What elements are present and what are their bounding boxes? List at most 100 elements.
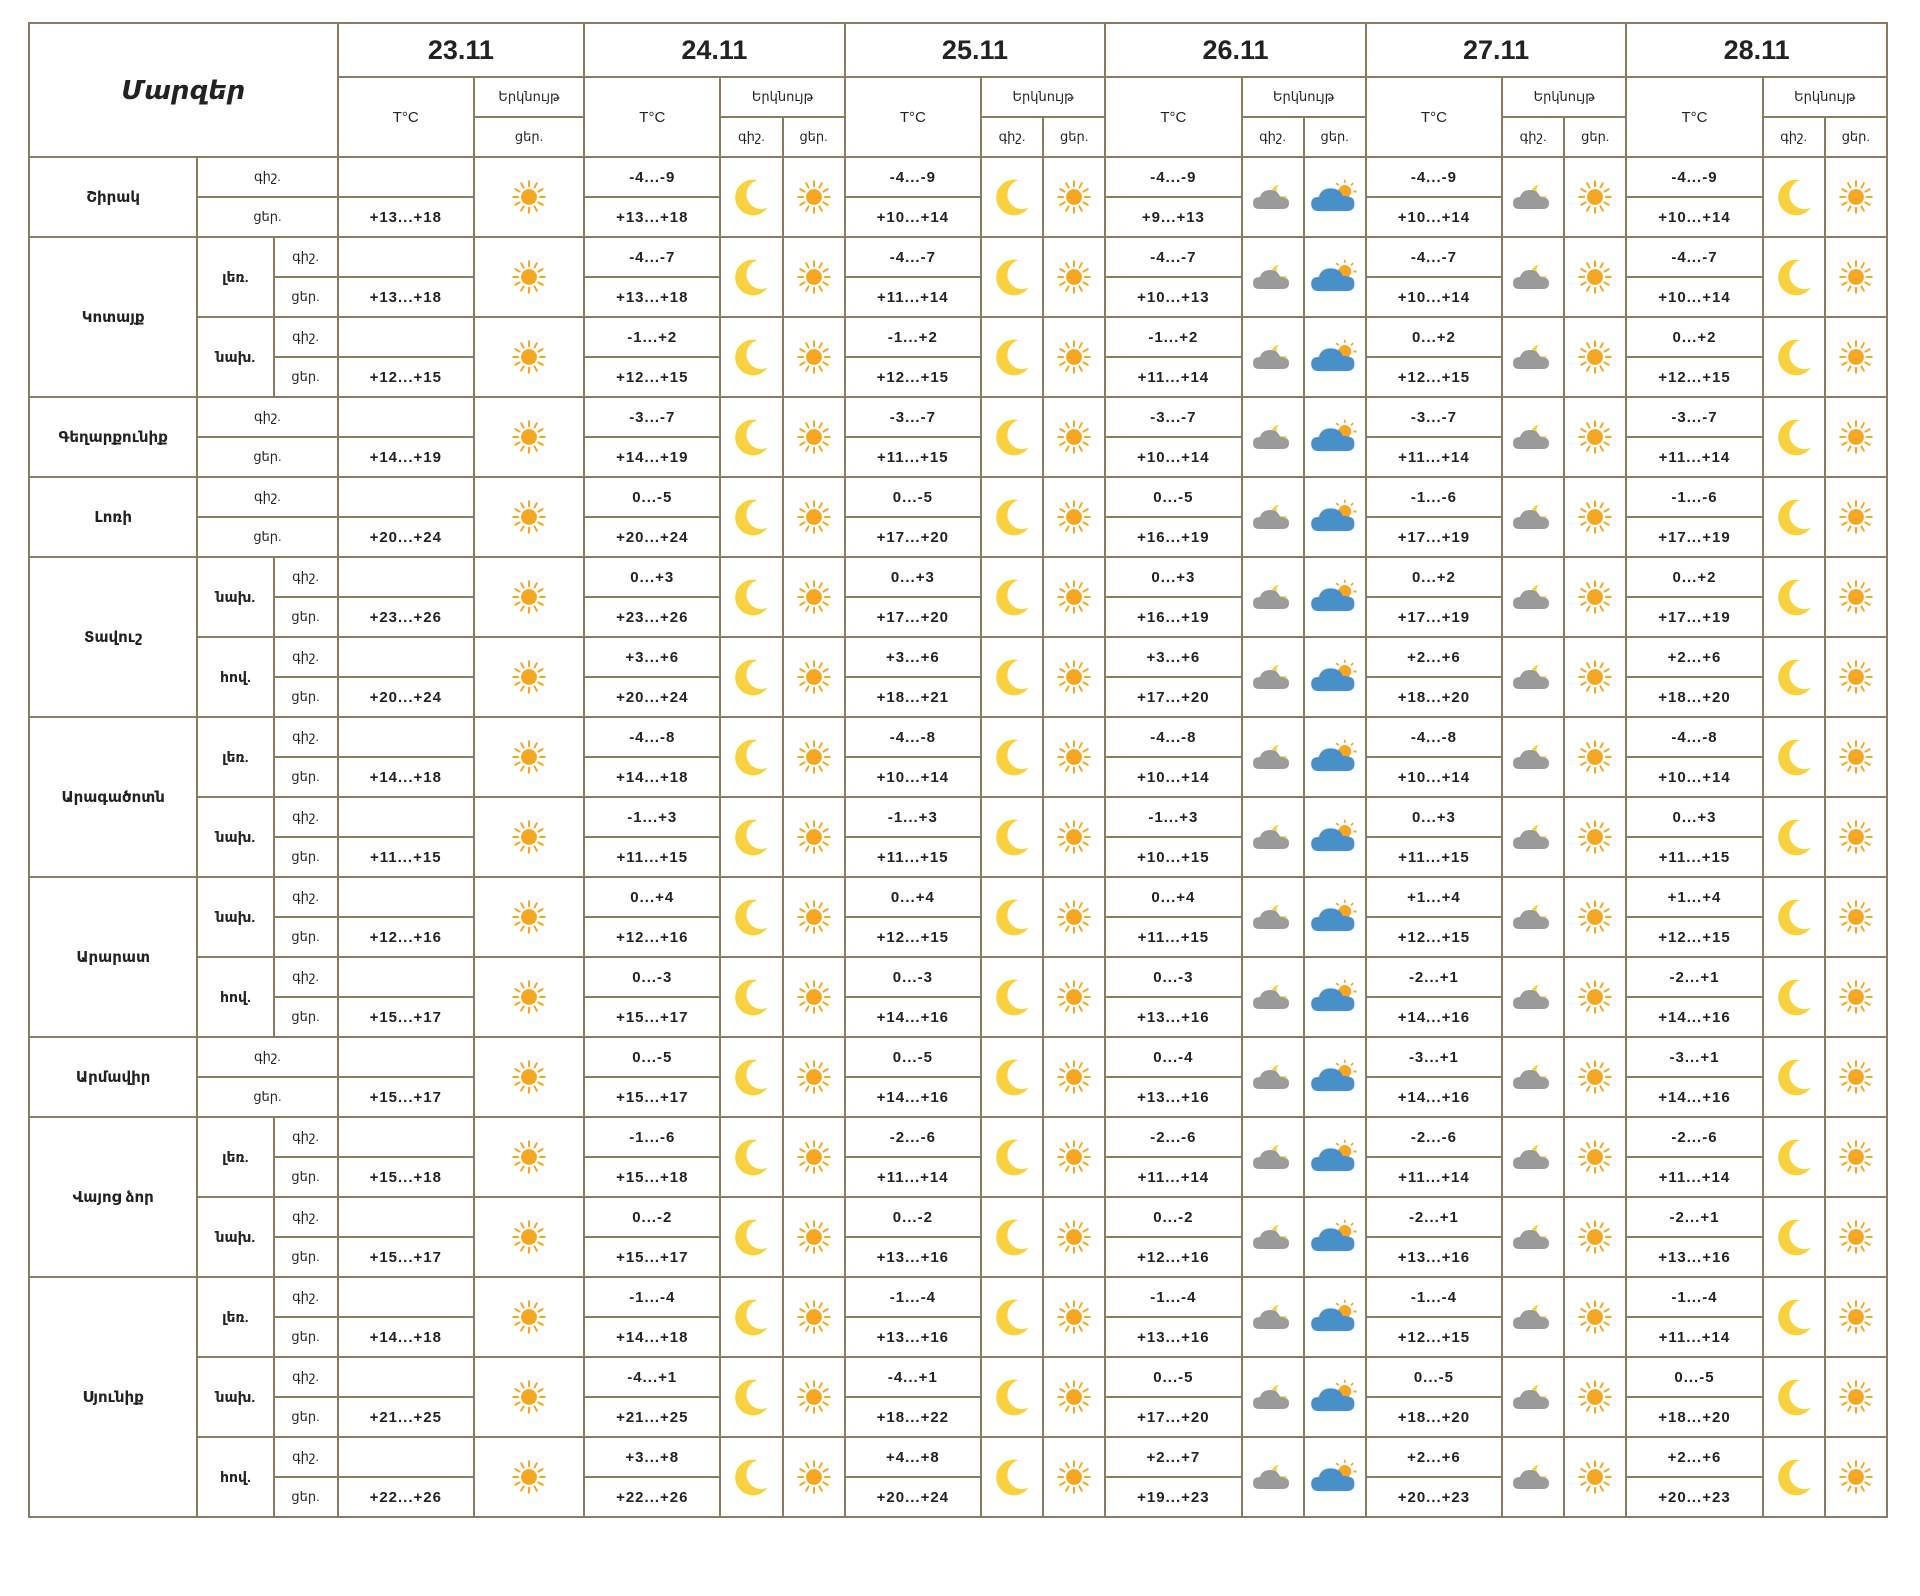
night-temperature: -1...+2 xyxy=(1104,316,1243,358)
sky-header: Երկնույթ xyxy=(1501,76,1628,118)
day-temperature: +11...+14 xyxy=(1625,1156,1764,1198)
day-weather-cell xyxy=(1042,1036,1107,1118)
night-weather-cell xyxy=(979,636,1045,718)
night-weather-cell xyxy=(979,236,1045,318)
day-header: ցեր. xyxy=(1563,116,1628,158)
table-row: ցեր. +13...+18 +13...+18 +10...+14 +9...+13 +… xyxy=(29,196,1887,238)
header-row-daynight: ցեր. գիշ. ցեր. գիշ. ցեր. գիշ. ցեր. գիշ. ցեր. գիշ.… xyxy=(29,116,1889,158)
night-weather-cell xyxy=(979,1276,1045,1358)
day-weather-cell xyxy=(781,1116,846,1198)
night-weather-cell xyxy=(1501,236,1566,318)
night-weather-cell xyxy=(1501,1116,1566,1198)
sun-icon xyxy=(511,259,547,295)
day-weather-cell xyxy=(1563,636,1628,718)
table-row: Լոռի գիշ. 0...-5 0...-5 0...-5 -1...-6 -1...-6 xyxy=(27,476,1889,558)
night-temperature: 0...+4 xyxy=(583,876,722,918)
night-temperature: 0...-4 xyxy=(1104,1036,1243,1078)
day-temperature: +20...+24 xyxy=(583,676,722,718)
table-row: ցեր. +13...+18 +13...+18 +11...+14 +10...+13… xyxy=(29,276,1887,318)
day-temperature: +10...+14 xyxy=(1364,756,1504,798)
day-temperature: +11...+14 xyxy=(1104,1156,1243,1198)
night-temperature: -2...+1 xyxy=(1625,1196,1764,1238)
night-temperature: -4...-7 xyxy=(583,236,722,278)
night-temperature: 0...-5 xyxy=(1625,1356,1764,1398)
sun-icon xyxy=(511,419,547,455)
cloud-night-icon xyxy=(1249,1140,1297,1174)
partly-cloudy-day-icon xyxy=(1309,1379,1361,1415)
night-temperature: 0...-5 xyxy=(1104,476,1243,518)
night-temperature: -1...+3 xyxy=(583,796,722,838)
sun-icon xyxy=(1838,1459,1874,1495)
day-weather-cell xyxy=(1042,396,1107,478)
day-weather-cell xyxy=(472,1356,586,1438)
day-weather-cell xyxy=(472,1116,586,1198)
night-temperature: 0...-5 xyxy=(843,476,982,518)
day-weather-cell xyxy=(1042,1276,1107,1358)
night-label: գիշ. xyxy=(272,1356,339,1398)
moon-icon xyxy=(991,336,1033,378)
night-weather-cell xyxy=(719,1436,784,1518)
sun-icon xyxy=(1838,1219,1874,1255)
partly-cloudy-day-icon xyxy=(1309,259,1361,295)
day-temperature: +20...+24 xyxy=(843,1476,982,1518)
night-weather-cell xyxy=(1501,156,1566,238)
night-temperature xyxy=(336,876,475,918)
day-weather-cell xyxy=(1823,636,1889,718)
day-temperature: +15...+17 xyxy=(336,996,475,1038)
cloud-night-icon xyxy=(1249,1220,1297,1254)
night-temperature: -1...-4 xyxy=(1625,1276,1764,1318)
cloud-night-icon xyxy=(1509,500,1557,534)
day-temperature: +23...+26 xyxy=(336,596,475,638)
day-header: ցեր. xyxy=(472,116,586,158)
day-temperature: +10...+15 xyxy=(1104,836,1243,878)
sun-icon xyxy=(796,659,832,695)
date-header: 24.11 xyxy=(583,22,846,78)
night-weather-cell xyxy=(719,636,784,718)
table-row: Արագածոտն լեռ. գիշ. -4...-8 -4...-8 -4...-8 -4… xyxy=(27,716,1889,878)
night-label: գիշ. xyxy=(272,556,339,598)
sun-icon xyxy=(796,179,832,215)
day-temperature: +12...+15 xyxy=(1364,1316,1504,1358)
night-weather-cell xyxy=(979,1436,1045,1518)
night-temperature: 0...-3 xyxy=(583,956,722,998)
night-label: գիշ. xyxy=(196,156,339,198)
night-temperature: 0...+3 xyxy=(583,556,722,598)
subregion-name: լեռ. xyxy=(196,236,275,318)
night-temperature: +1...+4 xyxy=(1625,876,1764,918)
night-weather-cell xyxy=(719,316,784,398)
night-weather-cell xyxy=(719,956,784,1038)
night-temperature: -1...-6 xyxy=(583,1116,722,1158)
cloud-night-icon xyxy=(1509,260,1557,294)
day-temperature: +10...+14 xyxy=(1104,436,1243,478)
night-weather-cell xyxy=(1240,1436,1305,1518)
day-temperature: +13...+18 xyxy=(583,196,722,238)
forecast-body: Մարզեր 23.11 24.11 25.11 26.11 27.11 28.11 T°C Ե… xyxy=(27,22,1889,1518)
cloud-night-icon xyxy=(1249,260,1297,294)
night-weather-cell xyxy=(719,1356,784,1438)
cloud-night-icon xyxy=(1509,980,1557,1014)
night-weather-cell xyxy=(1761,1356,1826,1438)
day-temperature: +18...+20 xyxy=(1625,1396,1764,1438)
day-header: ցեր. xyxy=(1302,116,1367,158)
cloud-night-icon xyxy=(1249,1060,1297,1094)
night-weather-cell xyxy=(719,1036,784,1118)
day-temperature: +14...+16 xyxy=(1625,996,1764,1038)
header-row-labels: T°C Երկնույթ T°C Երկնույթ T°C Երկնույթ T°C Երկն… xyxy=(29,76,1889,158)
night-weather-cell xyxy=(719,1196,784,1278)
night-temperature: 0...+3 xyxy=(1364,796,1504,838)
day-weather-cell xyxy=(781,316,846,398)
sun-icon xyxy=(1056,1059,1092,1095)
table-row: ցեր. +15...+17 +15...+17 +14...+16 +13...+16… xyxy=(29,1076,1887,1118)
table-row: նախ. գիշ. -1...+3 -1...+3 -1...+3 0...+3 0...+… xyxy=(29,796,1889,878)
night-weather-cell xyxy=(1761,1196,1826,1278)
sun-icon xyxy=(1056,179,1092,215)
partly-cloudy-day-icon xyxy=(1309,1219,1361,1255)
partly-cloudy-day-icon xyxy=(1309,819,1361,855)
sun-icon xyxy=(511,1219,547,1255)
partly-cloudy-day-icon xyxy=(1309,179,1361,215)
sun-icon xyxy=(796,339,832,375)
region-name: Տավուշ xyxy=(27,556,199,718)
night-temperature: -4...-8 xyxy=(583,716,722,758)
night-weather-cell xyxy=(1501,636,1566,718)
day-temperature: +14...+19 xyxy=(336,436,475,478)
